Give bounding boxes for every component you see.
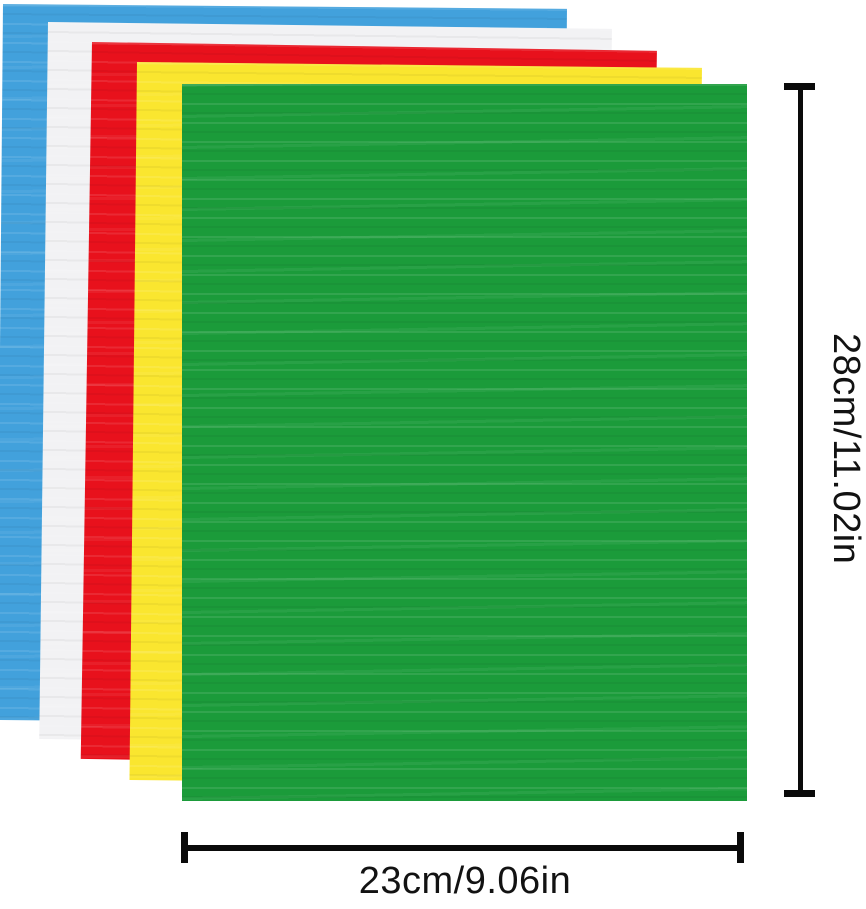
- width-dimension-rule: [184, 845, 740, 851]
- height-dimension-rule: [798, 84, 803, 796]
- width-dimension-right-cap: [737, 832, 744, 863]
- green-sheet: [182, 84, 747, 801]
- width-dimension-label: 23cm/9.06in: [358, 860, 572, 902]
- height-dimension-bottom-cap: [784, 790, 815, 797]
- height-dimension-label: 28cm/11.02in: [825, 333, 866, 565]
